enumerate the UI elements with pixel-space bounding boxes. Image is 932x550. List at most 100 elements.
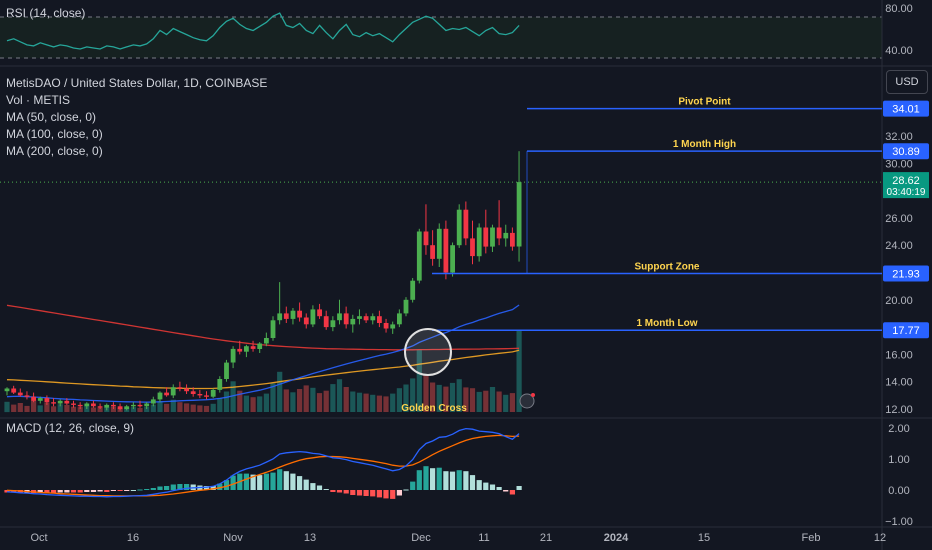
candle-body (450, 245, 455, 273)
ma200-line (6, 304, 520, 351)
macd-histogram-bar (4, 490, 10, 493)
volume-bar (4, 401, 10, 413)
macd-histogram-bar (90, 490, 97, 492)
macd-histogram-bar (303, 479, 309, 490)
macd-histogram-bar (430, 468, 436, 490)
volume-bar (430, 382, 436, 412)
candle-body (177, 387, 183, 389)
candle-body (357, 316, 362, 319)
volume-bar (336, 379, 343, 412)
level-price-label: 17.77 (892, 325, 920, 337)
candle-body (476, 227, 482, 257)
volume-bar (170, 399, 176, 412)
candle-body (124, 406, 130, 409)
macd-histogram-bar (363, 490, 369, 496)
volume-bar (310, 387, 316, 412)
macd-histogram-bar (336, 490, 343, 493)
level-price-tag (883, 265, 929, 282)
ma100-line (6, 349, 520, 390)
volume-bar (77, 407, 83, 412)
macd-histogram-bar (323, 489, 329, 490)
candle-body (11, 388, 17, 393)
volume-bar (503, 394, 509, 412)
macd-histogram-bar (257, 475, 263, 490)
volume-bar (184, 403, 190, 412)
currency-button[interactable]: USD (886, 70, 928, 94)
volume-bar (463, 387, 469, 412)
time-tick-label: 2024 (604, 532, 629, 544)
candle-body (277, 313, 283, 321)
rsi-tick-label: 40.00 (885, 45, 913, 57)
candle-body (257, 343, 263, 349)
volume-bar (263, 393, 269, 412)
candle-body (443, 228, 449, 273)
volume-bar (210, 403, 216, 412)
candle-body (84, 403, 90, 407)
candle-body (297, 310, 302, 318)
macd-histogram-bar (376, 490, 382, 498)
macd-histogram-bar (390, 490, 396, 499)
candle-body (31, 396, 36, 401)
macd-histogram-bar (110, 490, 116, 491)
candle-body (483, 227, 489, 247)
macd-histogram-bar (310, 483, 316, 490)
level-price-tag (883, 100, 929, 117)
macd-histogram-bar (270, 472, 276, 490)
volume-bar (396, 388, 402, 412)
macd-histogram-bar (230, 475, 236, 490)
volume-bar (257, 396, 263, 412)
symbol-legend[interactable]: MetisDAO / United States Dollar, 1D, COI… (6, 76, 268, 90)
macd-histogram-bar (396, 490, 402, 496)
volume-bar (343, 387, 349, 412)
macd-histogram-bar (104, 490, 110, 492)
volume-bar (70, 406, 77, 412)
macd-legend[interactable]: MACD (12, 26, close, 9) (6, 421, 135, 435)
level-label: Support Zone (635, 262, 700, 273)
price-tick-label: 24.00 (885, 240, 913, 252)
volume-bar (24, 405, 30, 412)
candle-body (310, 309, 316, 325)
macd-histogram-bar (137, 489, 143, 491)
volume-bar (137, 407, 143, 412)
volume-bar (157, 401, 163, 412)
macd-histogram-bar (277, 469, 283, 490)
ma50-legend[interactable]: MA (50, close, 0) (6, 110, 97, 124)
level-price-tag (883, 143, 929, 160)
volume-bar (250, 397, 256, 412)
time-tick-label: Nov (223, 532, 243, 544)
macd-histogram-bar (70, 490, 77, 493)
volume-bar (277, 371, 283, 412)
candle-body (157, 392, 163, 400)
volume-bar (217, 398, 223, 412)
level-label: Pivot Point (678, 97, 731, 108)
candle-body (350, 318, 356, 325)
price-tick-label: 30.00 (885, 158, 913, 170)
macd-histogram-bar (436, 467, 442, 490)
price-pane (0, 151, 882, 413)
volume-bar (97, 407, 103, 412)
macd-histogram-bar (64, 490, 70, 493)
candle-body (416, 231, 422, 281)
candle-body (91, 403, 96, 407)
volume-bar (456, 379, 462, 412)
macd-histogram-bar (509, 490, 515, 495)
macd-tick-label: 0.00 (888, 485, 909, 497)
countdown-label: 03:40:19 (887, 187, 926, 198)
macd-tick-label: −1.00 (885, 516, 913, 528)
rsi-legend[interactable]: RSI (14, close) (6, 6, 86, 20)
candle-body (224, 362, 229, 379)
time-tick-label: 12 (874, 532, 886, 544)
candle-body (503, 232, 509, 239)
candle-body (164, 392, 169, 396)
time-tick-label: 15 (698, 532, 710, 544)
macd-pane (4, 427, 522, 499)
lightning-icon (519, 393, 535, 409)
candle-body (377, 316, 382, 323)
candle-body (496, 227, 502, 239)
volume-legend[interactable]: Vol · METIS (6, 93, 71, 107)
volume-bar (110, 406, 116, 412)
ma100-legend[interactable]: MA (100, close, 0) (6, 127, 103, 141)
ma200-legend[interactable]: MA (200, close, 0) (6, 144, 103, 158)
volume-bar (390, 393, 396, 412)
